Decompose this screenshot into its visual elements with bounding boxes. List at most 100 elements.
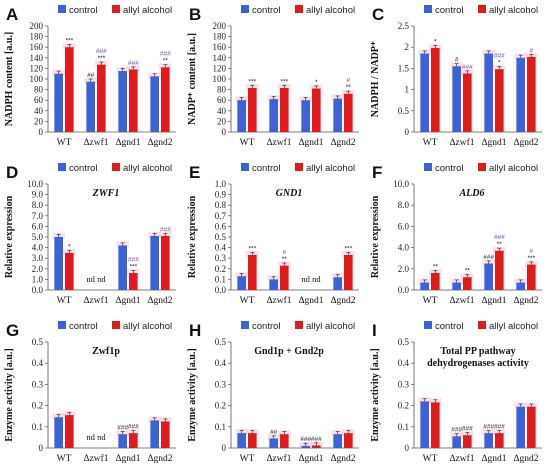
significance-mark: *: [498, 60, 501, 67]
legend-swatch-allyl: [295, 163, 303, 171]
legend-swatch-allyl: [478, 5, 486, 13]
y-tick-label: 0.5: [32, 337, 44, 347]
y-tick-label: 5.0: [32, 232, 44, 242]
panel-title: GND1: [276, 188, 303, 199]
y-tick-label: 0.4: [215, 358, 227, 368]
significance-mark: ***: [130, 263, 138, 270]
y-tick-label: 0.5: [215, 232, 227, 242]
bar-control-0: [237, 276, 246, 290]
x-tick-label: Δzwf1: [83, 137, 108, 148]
significance-mark: ##: [270, 429, 278, 436]
significance-mark: ###: [462, 64, 473, 71]
y-tick-label: 140: [30, 53, 44, 63]
x-tick-label: Δgnd2: [147, 296, 172, 306]
y-tick-label: 6.0: [32, 221, 44, 231]
significance-mark: *: [434, 38, 437, 45]
y-tick-label: 60: [34, 95, 44, 105]
bar-allyl-3: [344, 93, 353, 132]
bar-control-2: [484, 433, 493, 448]
legend-label-allyl: allyl alcohol: [306, 321, 355, 332]
significance-mark: ###: [462, 426, 473, 433]
panel-letter: H: [189, 321, 201, 340]
bar-allyl-3: [161, 235, 170, 290]
significance-mark: ###: [160, 226, 171, 233]
legend-label-allyl: allyl alcohol: [306, 5, 355, 16]
bar-allyl-3: [344, 255, 353, 290]
bar-allyl-0: [65, 47, 74, 133]
x-tick-label: WT: [240, 138, 255, 148]
legend-swatch-allyl: [295, 5, 303, 13]
significance-mark: #: [283, 249, 287, 256]
legend-swatch-allyl: [112, 163, 120, 171]
bar-control-0: [54, 73, 63, 132]
y-tick-label: 120: [213, 63, 227, 73]
x-tick-label: Δgnd2: [147, 454, 172, 464]
y-tick-label: 0.9: [215, 190, 227, 200]
significance-mark: ###: [451, 427, 462, 434]
bar-control-3: [333, 277, 342, 290]
y-tick-label: 0: [39, 443, 44, 453]
bar-allyl-2: [495, 433, 504, 448]
bar-allyl-3: [344, 433, 353, 448]
y-tick-label: 1: [405, 85, 410, 95]
y-tick-label: 2.0: [398, 264, 410, 274]
significance-mark: ***: [281, 78, 289, 85]
legend-swatch-allyl: [478, 163, 486, 171]
bar-allyl-1: [463, 277, 472, 290]
significance-mark: ###: [160, 51, 171, 58]
bar-control-3: [150, 420, 159, 448]
nd-label: nd: [86, 274, 95, 284]
y-tick-label: 10.0: [393, 179, 409, 189]
x-tick-label: Δzwf1: [449, 137, 474, 148]
y-tick-label: 0.5: [215, 337, 227, 347]
significance-mark: ##: [87, 72, 95, 79]
bar-allyl-0: [431, 48, 440, 132]
y-tick-label: 100: [30, 74, 44, 84]
bar-control-1: [86, 81, 95, 132]
nd-label: nd: [97, 432, 106, 442]
bar-control-2: [301, 100, 310, 132]
y-tick-label: 7.0: [32, 211, 44, 221]
y-tick-label: 40: [34, 106, 44, 116]
significance-mark: ###: [128, 256, 139, 263]
y-tick-label: 100: [213, 74, 227, 84]
significance-mark: #: [530, 47, 534, 54]
bar-control-1: [452, 282, 461, 290]
legend-swatch-allyl: [112, 321, 120, 329]
x-tick-label: WT: [423, 454, 438, 464]
panel-letter: C: [372, 5, 384, 24]
y-tick-label: 0.2: [32, 401, 43, 411]
legend-swatch-control: [424, 5, 432, 13]
significance-mark: **: [282, 256, 288, 263]
bar-control-3: [333, 434, 342, 448]
y-tick-label: 80: [217, 85, 227, 95]
y-tick-label: 0.3: [215, 253, 227, 263]
x-tick-label: Δgnd2: [513, 296, 538, 306]
panel-letter: I: [372, 321, 377, 340]
bar-control-2: [301, 445, 310, 448]
y-tick-label: 160: [213, 42, 227, 52]
x-tick-label: Δgnd1: [481, 138, 506, 148]
bar-control-1: [269, 279, 278, 290]
y-tick-label: 3.0: [32, 253, 44, 263]
legend-label-control: control: [69, 5, 98, 16]
bar-control-2: [118, 434, 127, 448]
significance-mark: ***: [66, 38, 74, 45]
legend-swatch-control: [241, 163, 249, 171]
legend-label-allyl: allyl alcohol: [489, 5, 538, 16]
x-tick-label: WT: [57, 138, 72, 148]
x-tick-label: Δgnd2: [330, 454, 355, 464]
y-tick-label: 0: [405, 443, 410, 453]
significance-mark: ***: [528, 255, 536, 262]
bar-allyl-3: [161, 67, 170, 132]
y-tick-label: 0.0: [215, 285, 227, 295]
x-tick-label: Δgnd2: [513, 454, 538, 464]
y-axis-label: NADPH content [a.u.]: [4, 32, 15, 126]
panel-title: dehydrogenases activity: [427, 358, 529, 369]
bar-control-3: [150, 76, 159, 132]
